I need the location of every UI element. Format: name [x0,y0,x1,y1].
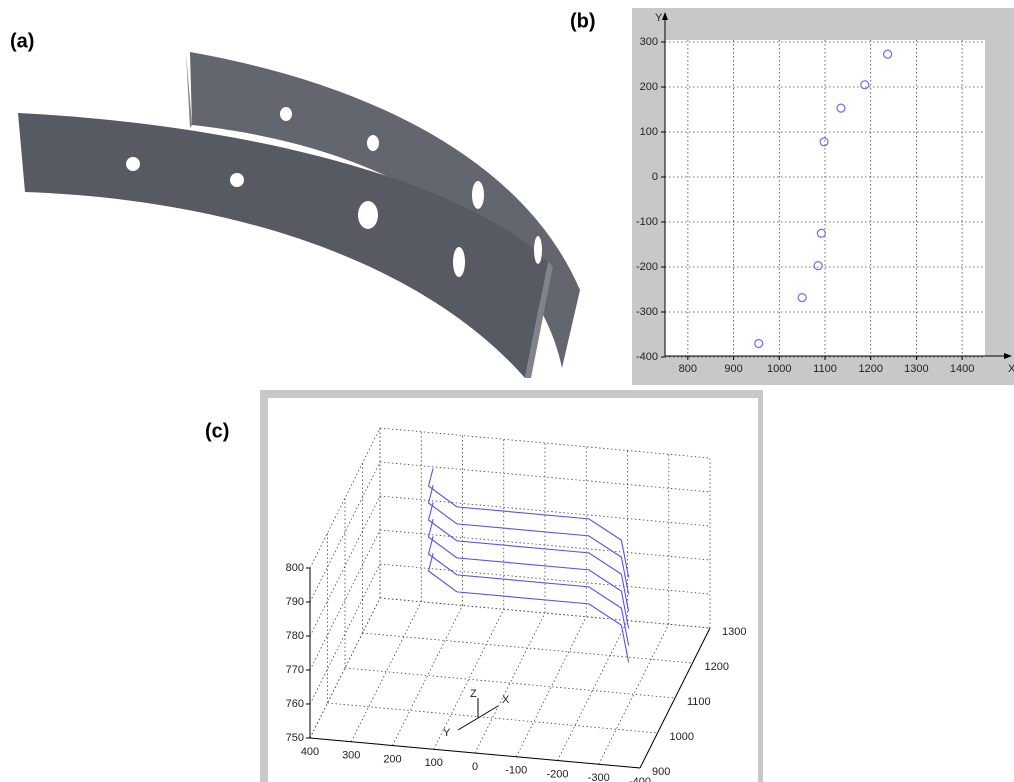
x-tick-label: 1000 [670,731,694,743]
y-tick-label: 300 [640,36,658,48]
point [754,338,764,349]
x-tick-label: 1100 [687,696,711,708]
x-tick-label: 800 [679,363,697,375]
y-tick-label: -300 [636,306,658,318]
y-axis-label: Y [655,12,663,24]
triad-label: Y [443,727,451,739]
grid-line [344,667,676,699]
grid-line [379,563,711,595]
x-axis-arrow [1004,353,1012,359]
x-tick-label: 900 [652,766,670,778]
point [816,228,826,238]
triad-axis [477,705,499,719]
grid-line [379,495,711,527]
z-tick-label: 780 [286,630,304,642]
z-tick-label: 790 [286,596,304,608]
point [883,49,893,59]
y-tick-label: -100 [636,216,658,228]
x-tick-label: 900 [724,363,742,375]
y-tick-label: -300 [588,772,610,782]
triad-label: Z [470,688,477,700]
x-tick-label: 1100 [813,363,837,375]
x-tick-label: 1400 [950,363,974,375]
profile-line [427,484,630,595]
hole [126,157,140,171]
grid-line [379,461,711,493]
point [836,103,846,113]
point [813,261,823,271]
y-tick-label: 100 [425,757,443,769]
axis-triad [457,698,499,731]
triad-label: X [502,694,510,706]
y-tick-label: -100 [505,765,527,777]
grid-line [327,702,658,734]
hole [472,181,484,209]
y-tick-label: 0 [472,761,478,773]
point [819,137,829,147]
x-tick-label: 1200 [705,661,729,673]
x-tick-label: 1000 [767,363,791,375]
y-tick-label: 0 [652,171,658,183]
panel-label: (a) [10,30,34,52]
z-tick-label: 750 [286,732,304,744]
hole [280,107,292,121]
profile-line [427,535,630,646]
y-tick-label: 200 [640,81,658,93]
profile-line [427,552,630,663]
axis-line [639,627,711,769]
hole [367,135,379,151]
hole [230,173,244,187]
grid-line [379,597,711,629]
profile-line [427,467,630,578]
hole [358,201,378,229]
strip-photo [18,52,580,378]
x-tick-label: 1200 [858,363,882,375]
point [860,80,870,90]
grid-line [379,529,711,561]
y-tick-label: -200 [636,261,658,273]
hole [534,236,542,264]
y-tick-label: 200 [383,753,401,765]
z-tick-label: 760 [286,698,304,710]
y-tick-label: 100 [640,126,658,138]
y-tick-label: 400 [301,746,319,758]
y-tick-label: 300 [342,750,360,762]
front-strip [18,113,548,378]
y-tick-label: -400 [629,776,651,782]
axis-line [309,737,641,769]
point [797,293,807,303]
grid-line [379,427,711,459]
z-tick-label: 800 [286,562,304,574]
back-strip-edge [186,52,192,128]
x-tick-label: 1300 [904,363,928,375]
x-tick-label: 1300 [722,626,746,638]
x-axis-label: X [1008,363,1014,375]
back-strip [190,52,580,368]
y-tick-label: -400 [636,351,658,363]
profile-line [427,501,630,612]
panel-label: (c) [205,420,229,442]
profile-line [427,518,630,629]
front-strip-edge [525,262,553,378]
triad-axis [457,717,479,731]
panel-label: (b) [570,10,596,32]
grid-line [362,632,693,664]
plot-area [268,398,758,782]
z-tick-label: 770 [286,664,304,676]
y-axis-arrow [662,12,668,20]
hole [453,247,465,277]
y-tick-label: -200 [546,768,568,780]
